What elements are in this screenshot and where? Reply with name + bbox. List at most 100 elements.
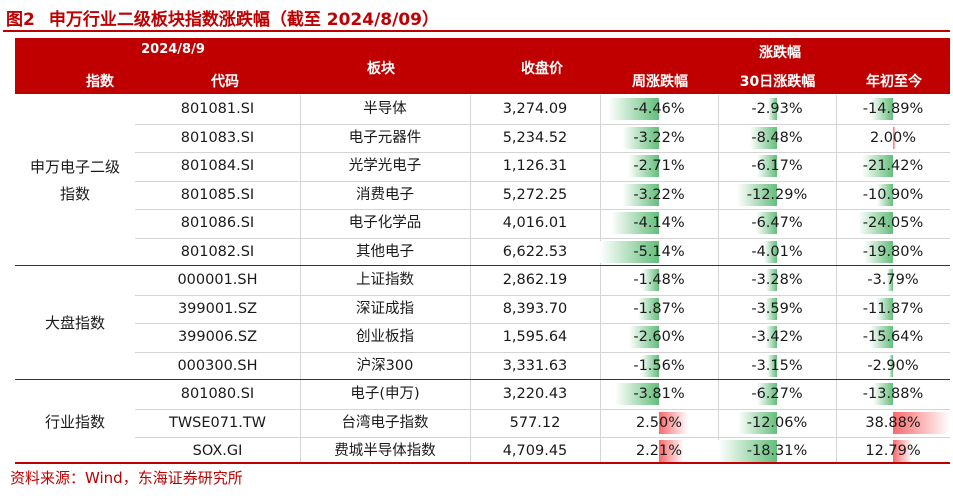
week-change-cell: 2.50% <box>635 414 683 431</box>
ytd-databar <box>877 183 893 206</box>
ytd-databar <box>875 297 893 320</box>
header-date: 2024/8/9 <box>141 42 205 57</box>
d30-databar <box>756 383 777 405</box>
week-databar <box>659 411 688 434</box>
close-cell: 1,126.31 <box>502 158 568 174</box>
table-bottom-rule <box>15 462 950 464</box>
row-divider <box>135 323 950 324</box>
week-databar <box>627 155 659 177</box>
ytd-databar <box>857 212 893 234</box>
close-cell: 2,862.19 <box>502 272 568 288</box>
figure-number: 图2 <box>6 10 35 30</box>
title-underline <box>3 30 950 32</box>
code-cell: 801081.SI <box>180 101 255 117</box>
d30-databar <box>749 126 777 149</box>
close-cell: 577.12 <box>509 414 561 431</box>
d30-change-cell: -6.47% <box>751 215 803 231</box>
table-header: 2024/8/9 指数 代码 板块 收盘价 涨跌幅 周涨跌幅 30日涨跌幅 年初… <box>15 38 950 94</box>
header-index: 指数 <box>86 74 114 90</box>
week-databar <box>622 183 659 206</box>
header-close: 收盘价 <box>521 61 563 77</box>
group-divider <box>15 379 950 380</box>
d30-databar <box>766 354 777 377</box>
d30-change-cell: -3.28% <box>751 272 803 288</box>
d30-change-cell: -6.27% <box>751 386 803 402</box>
ytd-change-cell: -15.64% <box>862 329 924 345</box>
d30-change-cell: -8.48% <box>751 129 803 146</box>
sector-cell: 电子元器件 <box>348 129 422 146</box>
ytd-change-cell: 2.00% <box>869 129 917 146</box>
d30-change-cell: -18.31% <box>746 443 808 459</box>
ytd-databar <box>872 383 893 405</box>
code-cell: 000001.SH <box>177 272 258 288</box>
column-divider <box>600 95 601 462</box>
group-label: 大盘指数 <box>44 313 105 332</box>
row-divider <box>135 237 950 239</box>
week-change-cell: -4.14% <box>633 215 685 231</box>
week-change-cell: -1.48% <box>633 272 685 288</box>
d30-change-cell: -12.29% <box>746 186 808 203</box>
code-cell: 801086.SI <box>180 215 255 231</box>
week-databar <box>637 297 659 320</box>
ytd-change-cell: -21.42% <box>862 158 924 174</box>
d30-databar <box>757 155 777 177</box>
header-ytd: 年初至今 <box>866 74 922 90</box>
close-cell: 8,393.70 <box>502 300 568 317</box>
week-change-cell: -4.46% <box>633 101 685 117</box>
ytd-databar <box>893 440 912 462</box>
ytd-change-cell: -10.90% <box>862 186 924 203</box>
ytd-databar <box>893 126 896 149</box>
week-change-cell: 2.21% <box>635 443 683 459</box>
week-change-cell: -3.22% <box>633 186 685 203</box>
code-cell: 801085.SI <box>180 186 255 203</box>
code-cell: 399001.SZ <box>177 300 258 317</box>
sector-cell: 光学光电子 <box>348 158 422 174</box>
code-cell: TWSE071.TW <box>168 414 267 431</box>
source-note: 资料来源：Wind，东海证券研究所 <box>10 469 243 487</box>
sector-cell: 深证成指 <box>356 300 414 317</box>
d30-databar <box>764 240 777 263</box>
ytd-change-cell: -14.89% <box>862 101 924 117</box>
close-cell: 4,016.01 <box>502 215 568 231</box>
sector-cell: 消费电子 <box>356 186 414 203</box>
sector-cell: 电子(申万) <box>350 386 420 402</box>
week-change-cell: -5.14% <box>633 243 685 260</box>
ytd-change-cell: -2.90% <box>867 357 919 374</box>
ytd-change-cell: -24.05% <box>862 215 924 231</box>
week-change-cell: -2.60% <box>633 329 685 345</box>
code-cell: 000300.SH <box>177 357 258 374</box>
week-databar <box>607 98 659 120</box>
ytd-databar <box>887 269 893 291</box>
column-divider <box>300 95 301 462</box>
sector-cell: 上证指数 <box>356 272 414 288</box>
d30-change-cell: -3.15% <box>751 357 803 374</box>
close-cell: 4,709.45 <box>502 443 568 459</box>
row-divider <box>135 152 950 153</box>
row-divider <box>135 180 950 182</box>
close-cell: 5,234.52 <box>502 129 568 146</box>
ytd-databar <box>893 411 950 434</box>
ytd-databar <box>863 240 893 263</box>
row-divider <box>135 351 950 353</box>
code-cell: SOX.GI <box>192 443 243 459</box>
d30-databar <box>765 326 777 348</box>
ytd-change-cell: 12.79% <box>865 443 921 459</box>
sector-cell: 其他电子 <box>356 243 414 260</box>
ytd-change-cell: -3.79% <box>867 272 919 288</box>
d30-change-cell: -12.06% <box>746 414 808 431</box>
close-cell: 5,272.25 <box>502 186 568 203</box>
week-databar <box>629 326 659 348</box>
header-sector: 板块 <box>367 61 395 77</box>
column-divider <box>470 95 471 462</box>
close-cell: 1,595.64 <box>502 329 568 345</box>
week-databar <box>641 354 659 377</box>
ytd-change-cell: -11.87% <box>862 300 924 317</box>
figure-caption: 申万行业二级板块指数涨跌幅（截至 2024/8/09） <box>48 10 439 30</box>
d30-databar <box>738 411 777 434</box>
week-databar <box>659 440 685 462</box>
d30-databar <box>765 297 777 320</box>
week-databar <box>600 240 659 263</box>
close-cell: 3,274.09 <box>502 101 568 117</box>
d30-change-cell: -6.17% <box>751 158 803 174</box>
close-cell: 3,220.43 <box>502 386 568 402</box>
